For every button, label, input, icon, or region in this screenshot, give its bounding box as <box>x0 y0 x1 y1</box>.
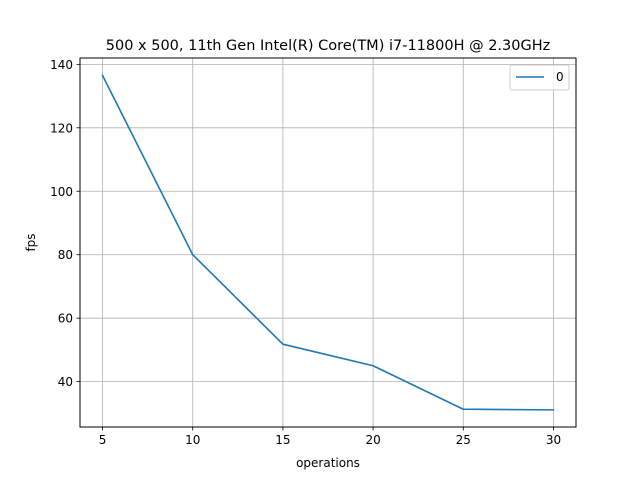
x-tick-label: 20 <box>365 433 380 447</box>
series-layer <box>101 74 555 411</box>
x-tick-label: 30 <box>546 433 561 447</box>
x-axis-label: operations <box>296 456 360 470</box>
plot-area <box>80 58 576 427</box>
ticks: 5 10 15 20 25 30 40 60 80 100 120 140 <box>50 58 561 447</box>
y-axis-label: fps <box>24 233 38 251</box>
y-tick-label: 60 <box>58 312 73 326</box>
legend-label-0: 0 <box>556 70 564 84</box>
y-tick-label: 100 <box>50 185 73 199</box>
plot-frame <box>79 57 577 428</box>
grid <box>80 58 576 427</box>
y-tick-label: 120 <box>50 121 73 135</box>
x-tick-label: 25 <box>456 433 471 447</box>
x-tick-label: 5 <box>99 433 107 447</box>
x-tick-label: 15 <box>275 433 290 447</box>
y-tick-label: 80 <box>58 248 73 262</box>
y-tick-label: 140 <box>50 58 73 72</box>
y-tick-label: 40 <box>58 375 73 389</box>
chart-title: 500 x 500, 11th Gen Intel(R) Core(TM) i7… <box>106 38 550 54</box>
series-line-0 <box>101 74 555 411</box>
x-tick-label: 10 <box>185 433 200 447</box>
legend: 0 <box>509 64 570 91</box>
